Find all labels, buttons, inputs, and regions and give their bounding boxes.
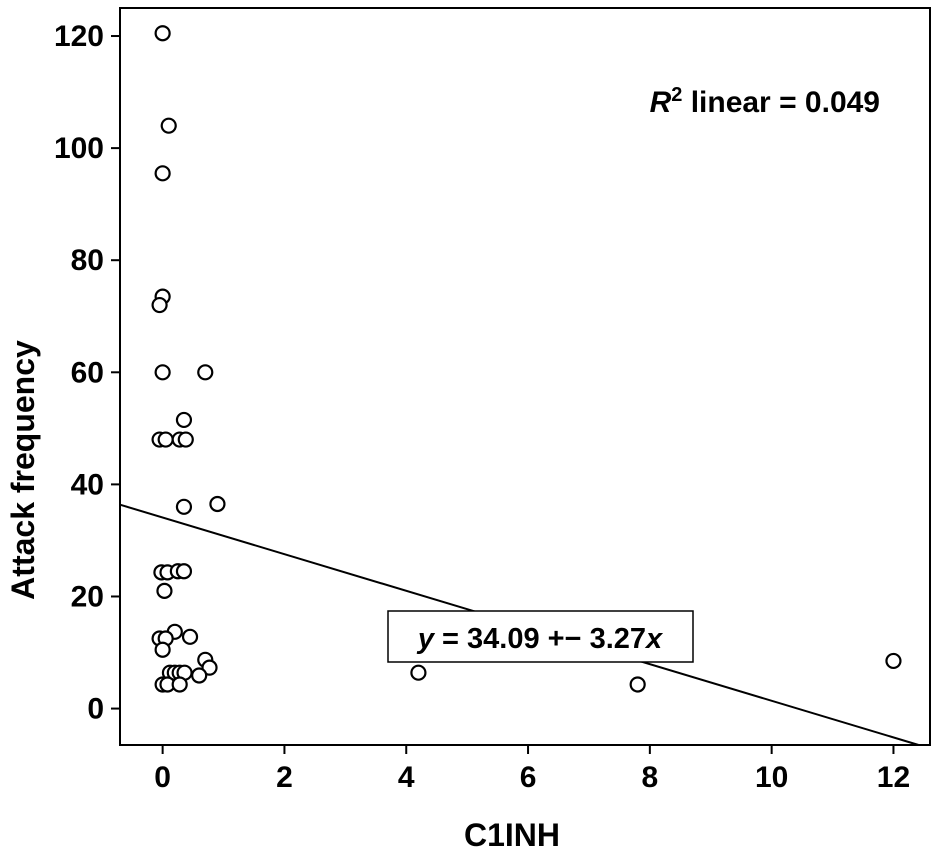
x-tick-label: 12 bbox=[877, 761, 910, 794]
scatter-point bbox=[201, 659, 218, 676]
scatter-point bbox=[157, 431, 174, 448]
y-tick-label: 80 bbox=[71, 244, 104, 277]
y-tick-label: 120 bbox=[54, 20, 104, 53]
y-tick-label: 100 bbox=[54, 132, 104, 165]
scatter-point bbox=[154, 641, 171, 658]
scatter-point bbox=[175, 498, 193, 515]
equation-box bbox=[387, 610, 694, 663]
x-tick-label: 0 bbox=[154, 761, 171, 794]
scatter-point bbox=[154, 25, 171, 42]
x-tick-label: 10 bbox=[755, 761, 788, 794]
scatter-point bbox=[160, 117, 177, 134]
y-tick-label: 20 bbox=[71, 580, 104, 613]
scatter-point bbox=[171, 676, 188, 693]
scatter-point bbox=[151, 296, 168, 314]
scatter-point bbox=[156, 582, 173, 599]
r-squared-annotation: R2 linear = 0.049 bbox=[650, 84, 880, 119]
scatter-point bbox=[629, 676, 646, 693]
y-tick-label: 60 bbox=[71, 356, 104, 389]
scatter-point bbox=[885, 652, 902, 670]
y-tick-label: 0 bbox=[87, 693, 104, 726]
scatter-point bbox=[154, 364, 171, 381]
x-tick-label: 4 bbox=[398, 761, 415, 794]
plot-frame bbox=[119, 7, 931, 746]
x-tick-label: 6 bbox=[520, 761, 537, 794]
scatter-point bbox=[177, 431, 194, 448]
scatter-point bbox=[410, 664, 427, 681]
scatter-point bbox=[191, 667, 208, 684]
y-axis-title: Attack frequency bbox=[5, 340, 41, 600]
x-tick-label: 2 bbox=[276, 761, 293, 794]
scatter-point bbox=[175, 563, 193, 580]
scatter-point bbox=[175, 411, 193, 429]
y-tick-label: 40 bbox=[71, 468, 104, 501]
scatter-point bbox=[209, 495, 226, 513]
scatter-point bbox=[154, 165, 171, 182]
scatter-point bbox=[181, 628, 199, 645]
x-tick-label: 8 bbox=[642, 761, 659, 794]
equation-text: y = 34.09 +− 3.27x bbox=[416, 623, 664, 655]
scatter-point bbox=[197, 364, 214, 381]
x-axis-title: C1INH bbox=[464, 817, 560, 853]
